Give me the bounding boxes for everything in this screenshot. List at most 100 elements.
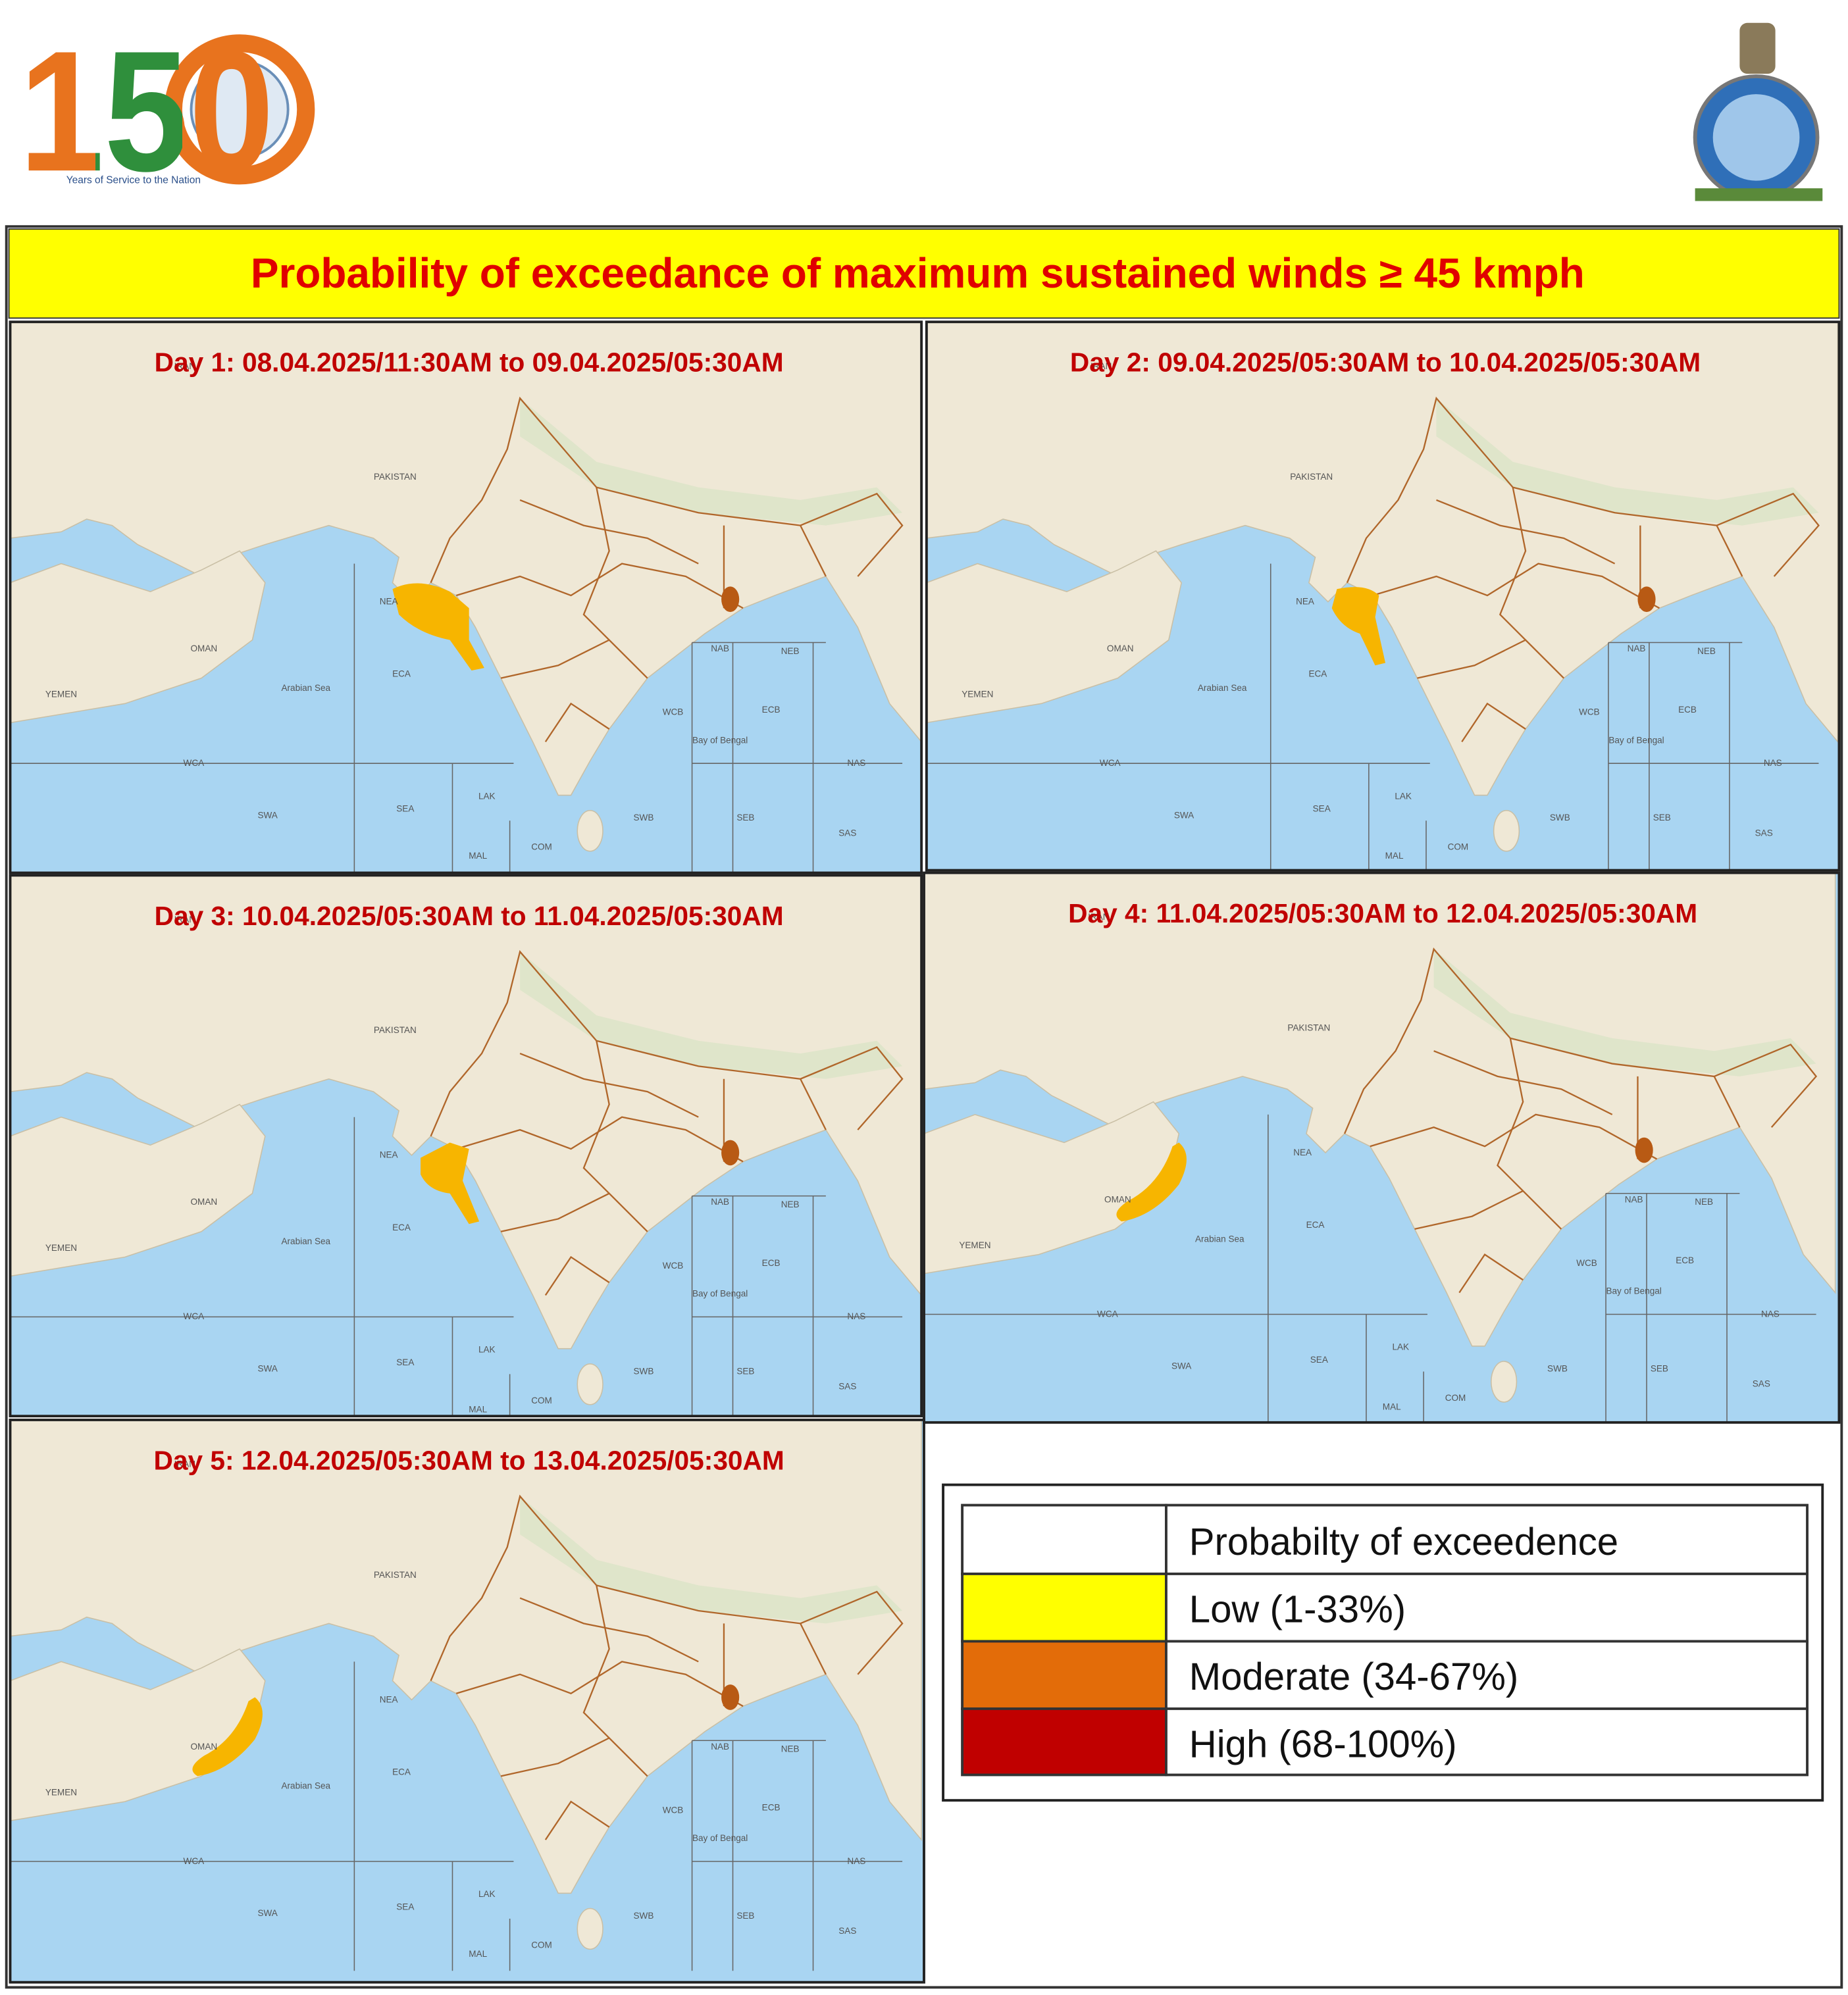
map-label: IRAN xyxy=(174,1459,195,1469)
map-label: SAS xyxy=(838,1382,856,1392)
map-panel: IRAN PAKISTAN OMAN YEMEN NEA ECA WCA SWA SEA LAK M… xyxy=(9,1419,925,1984)
map-label: LAK xyxy=(1395,791,1412,801)
map-label: ECB xyxy=(762,705,781,715)
map-panel: IRAN PAKISTAN OMAN YEMEN NEA ECA WCA SWA SEA LAK M… xyxy=(9,874,923,1418)
map-label: ECA xyxy=(392,1767,411,1777)
legend-label: High (68-100%) xyxy=(1189,1723,1457,1765)
map-label: SWA xyxy=(1174,810,1194,820)
map-label: Arabian Sea xyxy=(282,1781,331,1791)
map-label: NEA xyxy=(380,597,398,607)
day-label: Day 3: 10.04.2025/05:30AM to 11.04.2025/… xyxy=(155,901,784,931)
map-label: PAKISTAN xyxy=(1290,472,1333,482)
day-label: Day 5: 12.04.2025/05:30AM to 13.04.2025/… xyxy=(154,1445,784,1475)
logo-tagline: Years of Service to the Nation xyxy=(66,174,201,186)
map-label: SEA xyxy=(1313,804,1331,814)
map-label: Arabian Sea xyxy=(282,1236,331,1246)
map-label: COM xyxy=(1448,842,1469,852)
map-label: PAKISTAN xyxy=(374,472,417,482)
legend-swatch xyxy=(961,1640,1168,1710)
map-label: COM xyxy=(531,842,552,852)
map-label: MAL xyxy=(469,1404,487,1414)
map-label: SWB xyxy=(1547,1364,1568,1374)
map-label: NAB xyxy=(1628,644,1646,653)
map-label: WCB xyxy=(1576,1258,1597,1268)
map-label: YEMEN xyxy=(962,690,993,699)
map-label: SEA xyxy=(396,1902,414,1911)
map-label: SEB xyxy=(736,813,754,822)
wind-probability-area xyxy=(192,1697,263,1777)
map-label: LAK xyxy=(478,1345,496,1355)
map-label: NAS xyxy=(1761,1309,1780,1319)
map-label: NEB xyxy=(1695,1197,1713,1207)
panel-border xyxy=(9,320,923,874)
legend-swatch xyxy=(961,1503,1168,1575)
map-label: SWB xyxy=(634,1911,654,1921)
day-label: Day 1: 08.04.2025/11:30AM to 09.04.2025/… xyxy=(155,347,784,378)
map-panel: IRAN PAKISTAN OMAN YEMEN NEA ECA WCA SWA SEA LAK M… xyxy=(9,320,923,874)
map-label: WCA xyxy=(184,758,205,768)
logo-number: 150 xyxy=(19,16,274,207)
map-label: ECA xyxy=(392,669,411,679)
panel-border xyxy=(9,874,923,1418)
map-label: SWB xyxy=(634,1366,654,1376)
map-label: NEB xyxy=(1697,646,1716,656)
legend-label: Moderate (34-67%) xyxy=(1189,1655,1518,1698)
map-label: COM xyxy=(531,1396,552,1405)
wind-probability-area xyxy=(1116,1142,1187,1222)
panel-border xyxy=(9,1419,925,1984)
map-panel: IRAN PAKISTAN OMAN YEMEN NEA ECA WCA SWA SEA LAK M… xyxy=(925,320,1841,872)
wind-probability-area xyxy=(421,1142,480,1225)
wind-probability-area xyxy=(392,583,484,671)
map-label: OMAN xyxy=(191,1742,218,1752)
map-label: Bay of Bengal xyxy=(692,735,748,745)
map-label: Bay of Bengal xyxy=(692,1833,748,1843)
map-label: SEB xyxy=(1653,813,1671,822)
map-label: IRAN xyxy=(1088,912,1109,922)
map-label: SEA xyxy=(396,804,414,814)
map: IRAN PAKISTAN OMAN YEMEN NEA ECA WCA SWA SEA LAK M… xyxy=(10,875,922,1417)
map-label: LAK xyxy=(1392,1342,1409,1352)
panels: IRAN PAKISTAN OMAN YEMEN NEA ECA WCA SWA SEA LAK M… xyxy=(9,320,1841,1984)
map-label: WCB xyxy=(663,1261,684,1271)
wind-probability-area xyxy=(1331,587,1386,666)
map-label: SWA xyxy=(1171,1361,1191,1371)
legend-label: Low (1-33%) xyxy=(1189,1588,1406,1630)
map-label: OMAN xyxy=(191,1197,218,1207)
map-label: SEB xyxy=(736,1366,754,1376)
map-label: MAL xyxy=(469,851,487,861)
map-label: Bay of Bengal xyxy=(1606,1286,1661,1296)
map-label: NAS xyxy=(1764,758,1782,768)
panel-border xyxy=(925,320,1841,872)
map-label: NAB xyxy=(1625,1194,1643,1204)
map-label: NEB xyxy=(781,1200,800,1209)
map-label: ECA xyxy=(392,1223,411,1232)
map-label: NEA xyxy=(1296,597,1314,607)
map-label: SAS xyxy=(1755,828,1773,838)
map-label: WCB xyxy=(1579,707,1600,717)
map-label: SAS xyxy=(1753,1379,1770,1389)
map-label: Bay of Bengal xyxy=(692,1288,748,1298)
map-label: NEB xyxy=(781,1744,800,1754)
map-label: PAKISTAN xyxy=(374,1570,417,1580)
legend-swatch xyxy=(961,1573,1168,1643)
map-label: PAKISTAN xyxy=(1287,1023,1330,1032)
map-label: SAS xyxy=(838,828,856,838)
map: IRAN PAKISTAN OMAN YEMEN NEA ECA WCA SWA SEA LAK M… xyxy=(924,872,1839,1423)
title: Probability of exceedance of maximum sus… xyxy=(251,249,1585,297)
map-label: SWB xyxy=(634,813,654,822)
map-label: NAS xyxy=(847,1311,865,1321)
map-label: PAKISTAN xyxy=(374,1025,417,1035)
imd-emblem xyxy=(1693,22,1823,201)
day-label: Day 2: 09.04.2025/05:30AM to 10.04.2025/… xyxy=(1070,347,1701,378)
header: 150 Years of Service to the Nation xyxy=(19,16,1823,207)
map-label: SAS xyxy=(838,1926,856,1936)
map-label: NEA xyxy=(1293,1148,1312,1157)
title-bar xyxy=(8,228,1840,319)
map-label: ECB xyxy=(1678,705,1697,715)
map-label: WCB xyxy=(663,1805,684,1815)
map-label: ECB xyxy=(762,1258,781,1268)
panel-border xyxy=(923,871,1841,1424)
map-label: WCA xyxy=(184,1311,205,1321)
map-label: Bay of Bengal xyxy=(1608,735,1664,745)
